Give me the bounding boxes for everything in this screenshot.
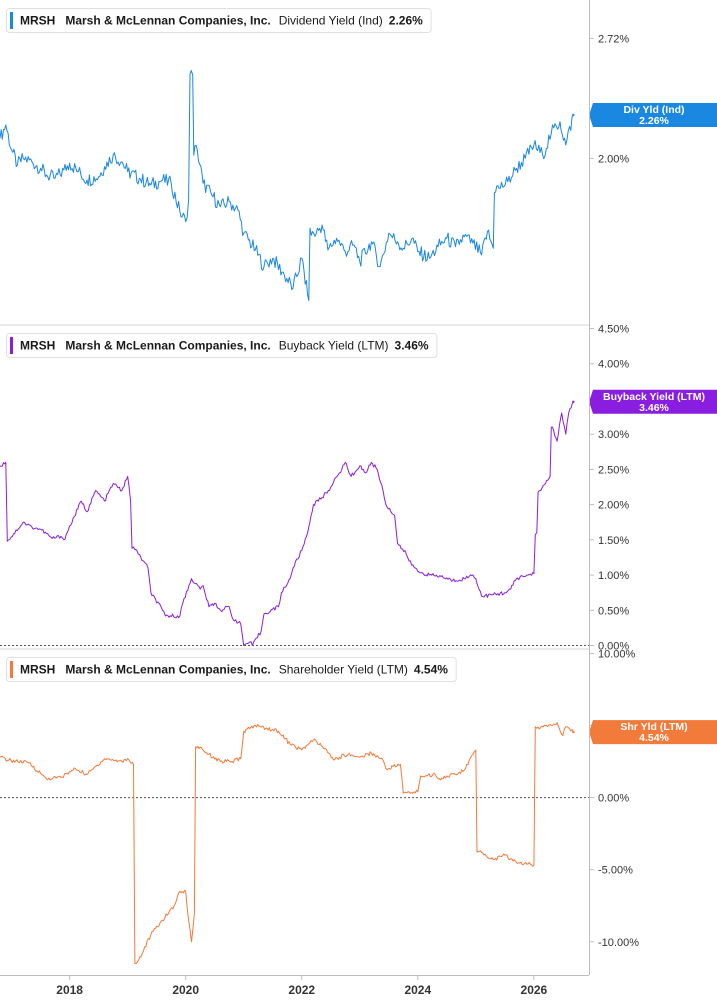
x-tick-label: 2022 [288, 983, 315, 997]
chart-panel-1: 2.72%2.00%Div Yld (Ind)2.26%MRSH Marsh & … [0, 8, 717, 301]
series-line [0, 722, 574, 965]
last-point [572, 400, 575, 403]
legend-value-text: 4.54% [414, 663, 448, 677]
value-flag-label: Buyback Yield (LTM) [603, 391, 705, 403]
value-flag-value: 4.54% [639, 732, 669, 744]
legend-value-text: 3.46% [395, 339, 429, 353]
y-tick-label: 0.50% [598, 605, 629, 617]
y-tick-label: 0.00% [598, 640, 629, 652]
legend-box [6, 333, 438, 358]
value-flag-label: Div Yld (Ind) [623, 104, 684, 116]
x-tick-label: 2018 [56, 983, 83, 997]
y-tick-label: 1.50% [598, 535, 629, 547]
value-flag: Shr Yld (LTM)4.54% [589, 720, 717, 745]
legend-company: Marsh & McLennan Companies, Inc. [65, 14, 270, 28]
legend-company: Marsh & McLennan Companies, Inc. [65, 663, 270, 677]
legend-swatch [10, 337, 13, 354]
y-tick-label: 2.72% [598, 33, 629, 45]
value-flag-label: Shr Yld (LTM) [620, 721, 687, 733]
legend-metric: Dividend Yield (Ind) [279, 14, 383, 28]
y-tick-label: 2.00% [598, 153, 629, 165]
series-line [0, 70, 574, 301]
y-tick-label: 3.00% [598, 429, 629, 441]
legend-text: MRSH Marsh & McLennan Companies, Inc. Buyb… [20, 339, 429, 353]
x-axis: 2018 2020 2022 2024 2026 [0, 975, 589, 997]
legend-metric: Shareholder Yield (LTM) [279, 663, 408, 677]
legend-text: MRSH Marsh & McLennan Companies, Inc. Shar… [20, 663, 448, 677]
legend-ticker: MRSH [20, 339, 55, 353]
legend-ticker: MRSH [20, 663, 55, 677]
value-flag-box [589, 103, 717, 127]
legend[interactable]: MRSH Marsh & McLennan Companies, Inc. Shar… [6, 657, 457, 682]
legend[interactable]: MRSH Marsh & McLennan Companies, Inc. Divi… [6, 8, 432, 33]
value-flag-box [589, 389, 717, 414]
legend-metric: Buyback Yield (LTM) [279, 339, 389, 353]
x-tick-label: 2024 [404, 983, 431, 997]
last-point [572, 113, 575, 117]
legend-company: Marsh & McLennan Companies, Inc. [65, 339, 270, 353]
series-line [0, 401, 574, 646]
legend-text: MRSH Marsh & McLennan Companies, Inc. Divi… [20, 14, 423, 28]
legend-box [6, 657, 457, 682]
y-tick-label: 1.00% [598, 570, 629, 582]
legend-swatch [10, 661, 13, 678]
legend-box [6, 8, 432, 33]
y-tick-label: 0.00% [598, 793, 629, 805]
x-tick-label: 2020 [172, 983, 199, 997]
x-tick-label: 2026 [521, 983, 548, 997]
legend-swatch [10, 12, 13, 29]
value-flag: Buyback Yield (LTM)3.46% [589, 389, 717, 414]
y-tick-label: 10.00% [598, 648, 636, 660]
chart-panel-2: 4.50% 4.00% 3.00% 2.50% 2.00% 1.50% 1.00% 0.50%… [0, 324, 717, 652]
legend-value-text: 2.26% [389, 14, 423, 28]
chart-panel-3: 10.00%5.00%0.00%-5.00%-10.00%Shr Yld (LT… [0, 648, 717, 965]
value-flag-value: 2.26% [639, 115, 669, 127]
y-tick-label: 4.00% [598, 359, 629, 371]
y-tick-label: 2.50% [598, 464, 629, 476]
last-point [572, 730, 575, 734]
y-tick-label: -5.00% [598, 865, 633, 877]
y-tick-label: 2.00% [598, 500, 629, 512]
value-flag: Div Yld (Ind)2.26% [589, 103, 717, 127]
legend[interactable]: MRSH Marsh & McLennan Companies, Inc. Buyb… [6, 333, 438, 358]
value-flag-box [589, 720, 717, 745]
y-tick-label: 4.50% [598, 324, 629, 336]
legend-ticker: MRSH [20, 14, 55, 28]
value-flag-value: 3.46% [639, 402, 669, 414]
y-tick-label: -10.00% [598, 937, 639, 949]
